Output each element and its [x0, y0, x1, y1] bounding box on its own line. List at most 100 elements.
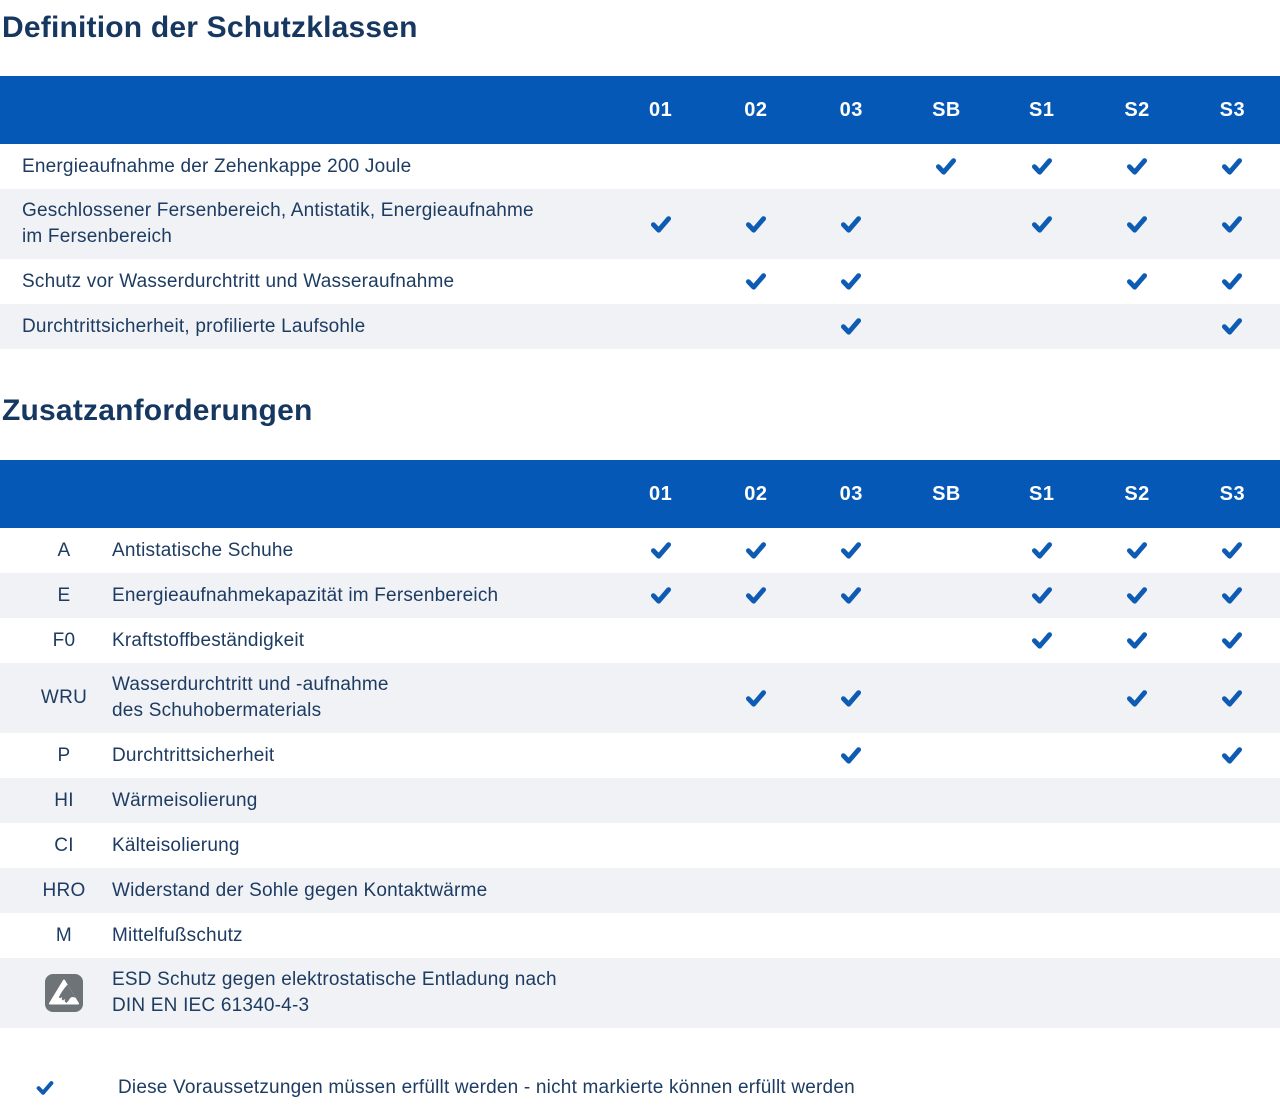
requirement-code: CI [54, 834, 74, 856]
check-icon [936, 158, 957, 175]
check-cell-SB [899, 913, 994, 958]
check-cell-S2 [1089, 259, 1184, 304]
check-cell-S3 [1185, 528, 1280, 573]
check-icon [650, 215, 671, 233]
check-cell-S1 [994, 304, 1089, 349]
check-cell-S2 [1089, 778, 1184, 823]
check-icon [1127, 632, 1148, 649]
check-icon [650, 542, 671, 559]
check-cell-S2 [1089, 913, 1184, 958]
check-cell-SB [899, 528, 994, 573]
table-row: Schutz vor Wasserdurchtritt und Wasserau… [0, 259, 1280, 304]
column-header-S2: S2 [1124, 98, 1150, 121]
row-label: M Mittelfußschutz [0, 914, 613, 958]
table-row: Energieaufnahme der Zehenkappe 200 Joule [0, 144, 1280, 189]
check-cell-02 [708, 868, 803, 913]
column-header-01: 01 [649, 482, 673, 505]
check-icon [36, 1080, 54, 1096]
row-label: P Durchtrittsicherheit [0, 734, 613, 778]
check-icon [745, 215, 766, 233]
table-row: ESD Schutz gegen elektrostatische Entlad… [0, 958, 1280, 1028]
check-cell-02 [708, 573, 803, 618]
zusatzanforderungen-table: 01 02 03 SB S1 S2 S3 A Antistatische Schuhe E Ene… [0, 460, 1280, 1028]
check-cell-S1 [994, 778, 1089, 823]
check-cell-S3 [1185, 823, 1280, 868]
table-row: E Energieaufnahmekapazität im Fersenberei… [0, 573, 1280, 618]
row-label: E Energieaufnahmekapazität im Fersenberei… [0, 574, 613, 618]
check-icon [841, 215, 862, 233]
check-icon [1222, 632, 1243, 649]
check-cell-S2 [1089, 528, 1184, 573]
legend: Diese Voraussetzungen müssen erfüllt wer… [0, 1074, 1280, 1102]
row-label-text: Wärmeisolierung [112, 789, 258, 811]
table-row: F0 Kraftstoffbeständigkeit [0, 618, 1280, 663]
section2-title: Zusatzanforderungen [2, 394, 313, 427]
check-cell-01 [613, 663, 708, 733]
check-icon [841, 747, 862, 764]
row-label: ESD Schutz gegen elektrostatische Entlad… [0, 958, 613, 1028]
check-icon [1031, 215, 1052, 233]
check-cell-S2 [1089, 733, 1184, 778]
check-cell-02 [708, 778, 803, 823]
zusatzanforderungen-table-header: 01 02 03 SB S1 S2 S3 [0, 460, 1280, 528]
check-cell-02 [708, 618, 803, 663]
check-cell-S1 [994, 823, 1089, 868]
column-header-SB: SB [932, 98, 961, 121]
check-cell-03 [804, 189, 899, 259]
check-icon [1222, 273, 1243, 290]
check-cell-SB [899, 189, 994, 259]
check-cell-S2 [1089, 618, 1184, 663]
table-row: CI Kälteisolierung [0, 823, 1280, 868]
check-cell-01 [613, 189, 708, 259]
table-row: HRO Widerstand der Sohle gegen Kontaktwär… [0, 868, 1280, 913]
check-cell-S2 [1089, 823, 1184, 868]
check-cell-S1 [994, 868, 1089, 913]
check-cell-S3 [1185, 144, 1280, 189]
check-icon [1031, 632, 1052, 649]
check-cell-S3 [1185, 618, 1280, 663]
check-cell-01 [613, 733, 708, 778]
check-cell-S1 [994, 618, 1089, 663]
check-cell-S3 [1185, 868, 1280, 913]
check-icon [1222, 587, 1243, 604]
section1-title: Definition der Schutzklassen [2, 11, 418, 44]
check-cell-03 [804, 778, 899, 823]
check-cell-02 [708, 823, 803, 868]
check-cell-S3 [1185, 913, 1280, 958]
row-label-text: Widerstand der Sohle gegen Kontaktwärme [112, 879, 488, 901]
row-label: HRO Widerstand der Sohle gegen Kontaktwär… [0, 869, 613, 913]
table-row: P Durchtrittsicherheit [0, 733, 1280, 778]
column-header-03: 03 [839, 98, 863, 121]
column-header-S2: S2 [1124, 482, 1150, 505]
check-icon [1127, 689, 1148, 707]
table-row: WRU Wasserdurchtritt und -aufnahme des Sc… [0, 663, 1280, 733]
check-cell-SB [899, 733, 994, 778]
row-label-text: ESD Schutz gegen elektrostatische Entlad… [112, 969, 557, 1016]
check-cell-03 [804, 573, 899, 618]
column-header-02: 02 [744, 482, 768, 505]
row-label: Durchtrittsicherheit, profilierte Laufso… [22, 315, 366, 337]
check-cell-S2 [1089, 663, 1184, 733]
check-cell-SB [899, 778, 994, 823]
check-cell-02 [708, 663, 803, 733]
check-cell-03 [804, 913, 899, 958]
check-cell-03 [804, 259, 899, 304]
column-header-02: 02 [744, 98, 768, 121]
check-cell-01 [613, 528, 708, 573]
row-label-text: Antistatische Schuhe [112, 539, 294, 561]
check-icon [1127, 542, 1148, 559]
check-icon [1222, 158, 1243, 175]
check-cell-02 [708, 913, 803, 958]
check-cell-01 [613, 618, 708, 663]
check-cell-S3 [1185, 573, 1280, 618]
table-row: A Antistatische Schuhe [0, 528, 1280, 573]
column-header-SB: SB [932, 482, 961, 505]
check-icon [841, 689, 862, 707]
check-icon [1222, 542, 1243, 559]
row-label-text: Durchtrittsicherheit [112, 744, 275, 766]
check-cell-S1 [994, 663, 1089, 733]
check-icon [841, 542, 862, 559]
check-cell-01 [613, 778, 708, 823]
check-cell-SB [899, 304, 994, 349]
requirement-code: WRU [40, 687, 88, 708]
